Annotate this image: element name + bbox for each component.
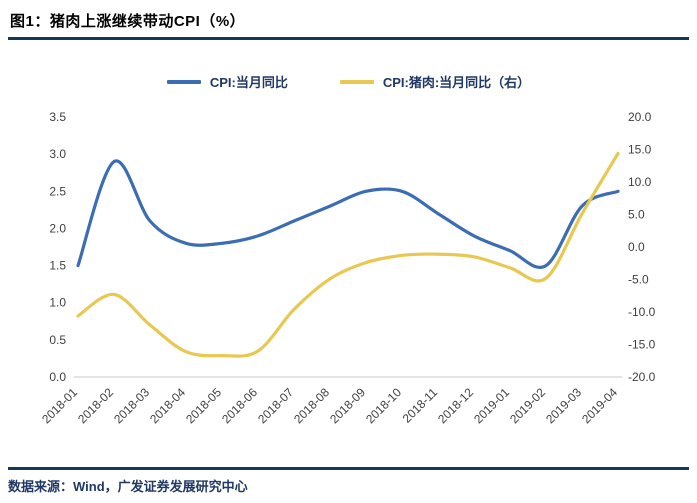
- x-axis-label: 2018-10: [363, 385, 404, 426]
- x-axis-label: 2018-06: [219, 385, 260, 426]
- pork-line-swatch: [339, 79, 374, 84]
- right-axis-tick: -5.0: [628, 273, 649, 287]
- x-axis-label: 2018-12: [435, 385, 476, 426]
- left-axis-tick: 2.5: [49, 184, 66, 198]
- left-axis-tick: 2.0: [49, 221, 66, 235]
- right-axis-tick: 10.0: [628, 175, 652, 189]
- figure-footer: 数据来源：Wind，广发证券发展研究中心: [8, 460, 689, 495]
- x-axis-label: 2018-11: [400, 385, 441, 426]
- legend-label-pork: CPI:猪肉:当月同比（右）: [382, 75, 531, 90]
- x-axis-label: 2019-04: [579, 385, 620, 426]
- x-axis-label: 2018-07: [255, 385, 296, 426]
- pork-line-path: [76, 151, 620, 358]
- legend-item-cpi: CPI:当月同比: [166, 72, 288, 91]
- x-axis-label: 2019-01: [471, 385, 512, 426]
- left-axis-tick: 0.5: [49, 333, 66, 347]
- figure-title: 图1：猪肉上涨继续带动CPI（%）: [10, 13, 246, 30]
- legend-item-pork: CPI:猪肉:当月同比（右）: [339, 72, 531, 91]
- left-axis-tick: 3.0: [49, 147, 66, 161]
- chart-area: 3.5 3.0 2.5 2.0 1.5 1.0 0.5 0.0 20.0 15.0 10.0 5.0 0…: [0, 100, 697, 452]
- x-axis-label: 2019-03: [543, 385, 584, 426]
- right-axis-tick: 15.0: [628, 143, 652, 157]
- legend-label-cpi: CPI:当月同比: [209, 75, 288, 90]
- x-axis-label: 2019-02: [507, 385, 548, 426]
- left-axis-tick: 3.5: [49, 110, 66, 124]
- right-axis-tick: -10.0: [628, 305, 656, 319]
- x-axis-label: 2018-01: [39, 385, 80, 426]
- chart-legend: CPI:当月同比 CPI:猪肉:当月同比（右）: [0, 72, 697, 91]
- cpi-line-path: [76, 159, 620, 269]
- right-axis-tick: 5.0: [628, 208, 645, 222]
- right-axis-tick: 0.0: [628, 240, 645, 254]
- right-axis-tick: 20.0: [628, 110, 652, 124]
- x-axis-label: 2018-03: [111, 385, 152, 426]
- right-axis-tick: -20.0: [628, 370, 656, 384]
- x-axis-label: 2018-04: [147, 385, 188, 426]
- footer-rule: [8, 467, 689, 470]
- x-axis-label: 2018-09: [327, 385, 368, 426]
- x-axis-label: 2018-08: [291, 385, 332, 426]
- line-chart-svg: 3.5 3.0 2.5 2.0 1.5 1.0 0.5 0.0 20.0 15.0 10.0 5.0 0…: [39, 110, 656, 426]
- right-axis-tick: -15.0: [628, 338, 656, 352]
- left-axis-tick: 0.0: [49, 370, 66, 384]
- figure-header: 图1：猪肉上涨继续带动CPI（%）: [0, 0, 697, 40]
- title-rule: [8, 37, 689, 40]
- left-axis-tick: 1.0: [49, 296, 66, 310]
- x-axis-label: 2018-05: [183, 385, 224, 426]
- x-axis-label: 2018-02: [75, 385, 116, 426]
- left-axis-tick: 1.5: [49, 259, 66, 273]
- cpi-line-swatch: [166, 79, 201, 84]
- data-source: 数据来源：Wind，广发证券发展研究中心: [8, 479, 248, 494]
